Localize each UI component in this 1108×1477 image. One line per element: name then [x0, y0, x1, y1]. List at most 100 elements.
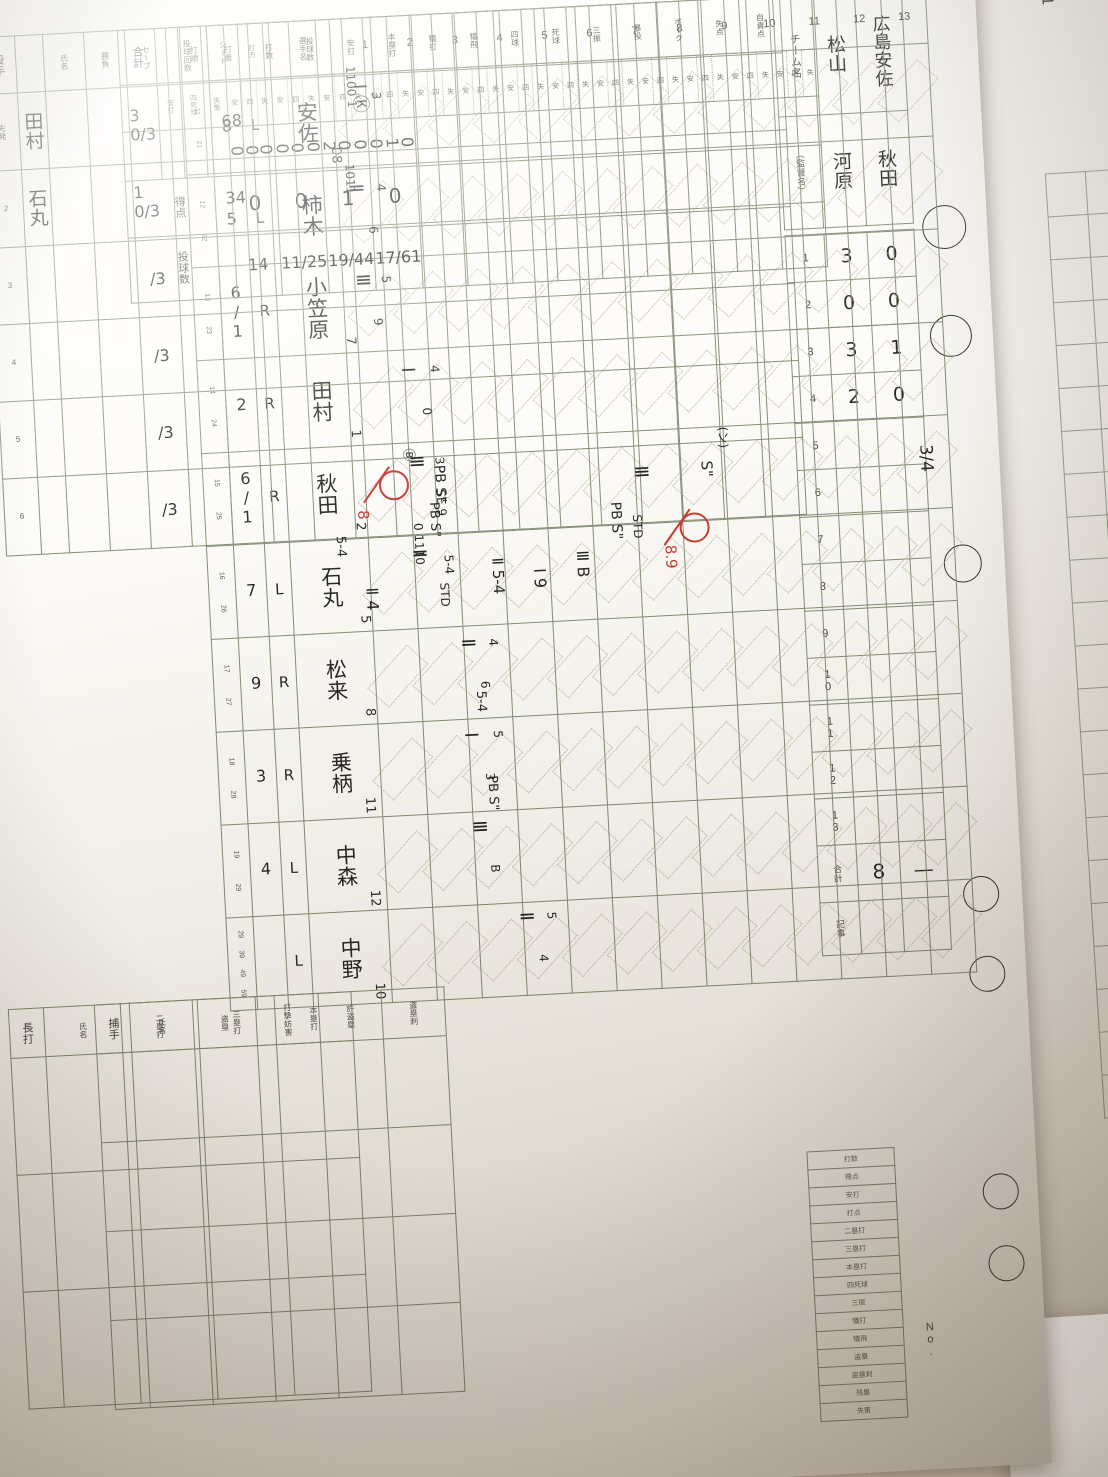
pitcher-stat-cell: [225, 388, 271, 468]
pitcher-stat-cell: [585, 215, 631, 295]
xcol-本塁打: 本塁打: [308, 1005, 319, 1031]
pitcher-stat-cell: [417, 146, 463, 226]
scoring-mark-sub-9: 4: [536, 953, 551, 963]
uniform-number: 28: [229, 790, 237, 799]
pitcher-stat-cell: [270, 462, 316, 543]
mark-ii-4: Ⅱ 4: [362, 586, 383, 612]
other-sheet-cell: [1050, 257, 1093, 303]
lineup-position: 4: [247, 822, 284, 917]
pitcher-stat-cell: [61, 396, 107, 476]
scoring-cell: [512, 714, 563, 810]
extrabase-cell: [276, 1040, 360, 1162]
pitcher-stat-cell: [49, 166, 95, 246]
extrabase-cell: [122, 1048, 206, 1170]
p5-innings: /3: [161, 499, 179, 519]
pitcher-stat-cell: [741, 52, 787, 132]
scoring-cell: [832, 790, 882, 887]
other-sheet-cell: [1069, 557, 1108, 604]
scoring-cell: [922, 786, 972, 882]
pitcher-stat-cell: [176, 236, 222, 316]
pitcher-stat-cell: [548, 294, 594, 374]
scoring-cell: [373, 628, 423, 724]
other-sheet-cell: [1096, 986, 1108, 1033]
other-sheet-cell: [1098, 383, 1108, 430]
mark-b-circle: Ⓑ: [400, 448, 416, 462]
pcol-三振: 三振: [591, 25, 602, 43]
scoring-cell: [652, 800, 703, 896]
pitcher-stat-cell: [753, 283, 799, 363]
mark-s-quote: S": [697, 460, 717, 478]
pitcher-stat-cell: [188, 467, 234, 547]
pitcher-stat-cell: [671, 287, 717, 367]
pitcher-col-header: 本塁打: [369, 15, 414, 75]
p0-innings: 3 0/3: [128, 106, 157, 145]
earned-run-label: 8: [354, 509, 373, 521]
scoring-mark-note-7: PB S": [484, 775, 502, 811]
pitcher-col-header: 暴投: [615, 2, 660, 62]
earned-run-label: 8.9: [661, 544, 681, 570]
scoring-cell: [827, 697, 878, 794]
uniform-number: 29: [236, 930, 244, 939]
scoring-cell: [862, 509, 913, 606]
pitcher-stat-cell: [638, 443, 684, 523]
other-sheet-cell: [1088, 858, 1108, 904]
ccol-盗塁刺: 盗塁刺: [408, 1000, 419, 1026]
pitcher-col-header: 三振: [574, 4, 619, 64]
scoring-cell: [647, 707, 698, 803]
mark-i-9: Ⅰ 9: [530, 567, 551, 589]
uniform-number: 49: [238, 969, 247, 978]
scoring-cell: [867, 602, 918, 698]
pitcher-stat-cell: [102, 394, 148, 474]
pitcher-stat-cell: [429, 377, 475, 457]
player-uniform-number: 11: [362, 796, 379, 815]
pcol-死球: 死球: [550, 27, 561, 45]
extrabase-cell: [52, 1169, 136, 1291]
scoring-mark-sub-3: 0: [419, 407, 435, 416]
pitcher-stat-cell: [86, 87, 132, 167]
other-sheet-cell: [1064, 471, 1107, 518]
pcol-犠飛: 犠飛: [468, 32, 479, 49]
extrabase-cell: [135, 1282, 219, 1404]
pcol-自責点: 自責点: [755, 12, 766, 38]
xcol-氏名: 氏名: [78, 1021, 88, 1039]
other-sheet-cell: [1056, 343, 1099, 389]
mark-54: 5-4: [332, 535, 349, 558]
umpire-circle-7: [987, 1244, 1026, 1283]
pitcher-name-0: 田村: [20, 110, 45, 151]
batter-stat-column-labels: 打数 得点 安打 打点 二塁打 三塁打 本塁打 四死球 三振 犠打 犠飛 盗塁 盗塁刺 残塁 失策: [806, 1147, 908, 1422]
p4-innings: /3: [157, 422, 175, 442]
extra-base-hits-table: 長打 氏名 二塁打 三塁打 本塁打: [8, 991, 373, 1410]
position-7: 9: [246, 673, 267, 694]
other-sheet-cell: [1053, 300, 1096, 346]
scoring-cell: [612, 895, 663, 991]
pcol-打者: 打者: [223, 44, 234, 62]
scoring-cell: [657, 893, 708, 989]
pitcher-stat-cell: [745, 129, 791, 209]
scoring-cell: [917, 693, 967, 789]
scoring-cell: [517, 807, 568, 903]
pitcher-stat-cell: [311, 460, 357, 540]
other-sheet-cell: [1066, 514, 1108, 561]
pitcher-stat-cell: [299, 230, 345, 310]
pcol-暴投: 暴投: [632, 23, 643, 41]
scoring-mark-sub-1: 6: [366, 225, 381, 235]
xcol-二塁打: 二塁打: [154, 1013, 166, 1039]
pcol-投球回数: 投球回数: [181, 38, 193, 72]
pitcher-stat-cell: [266, 386, 312, 466]
pitcher-col-header: 犠飛: [451, 10, 496, 70]
umpire-circle-6: [981, 1172, 1020, 1211]
pitcher-col-header: 死球: [533, 6, 578, 66]
lineup-player-name: 石丸 5: [289, 538, 374, 636]
pitcher-stat-cell: [708, 208, 754, 288]
p2-innings: /3: [149, 268, 167, 289]
scoring-cell: [907, 507, 958, 603]
pitcher-stat-cell: 1 0/3: [131, 161, 177, 241]
totals-value: [788, 112, 837, 129]
lineup-position: 9: [238, 636, 275, 731]
pitcher-stat-cell: 68: [209, 80, 255, 160]
scoring-mark-base-2: Ⅲ: [351, 273, 374, 287]
pitcher-stat-cell: [57, 319, 103, 399]
pitcher-name: [29, 322, 62, 401]
other-sheet-cell: [1077, 686, 1108, 732]
scoring-cell: [852, 324, 903, 420]
